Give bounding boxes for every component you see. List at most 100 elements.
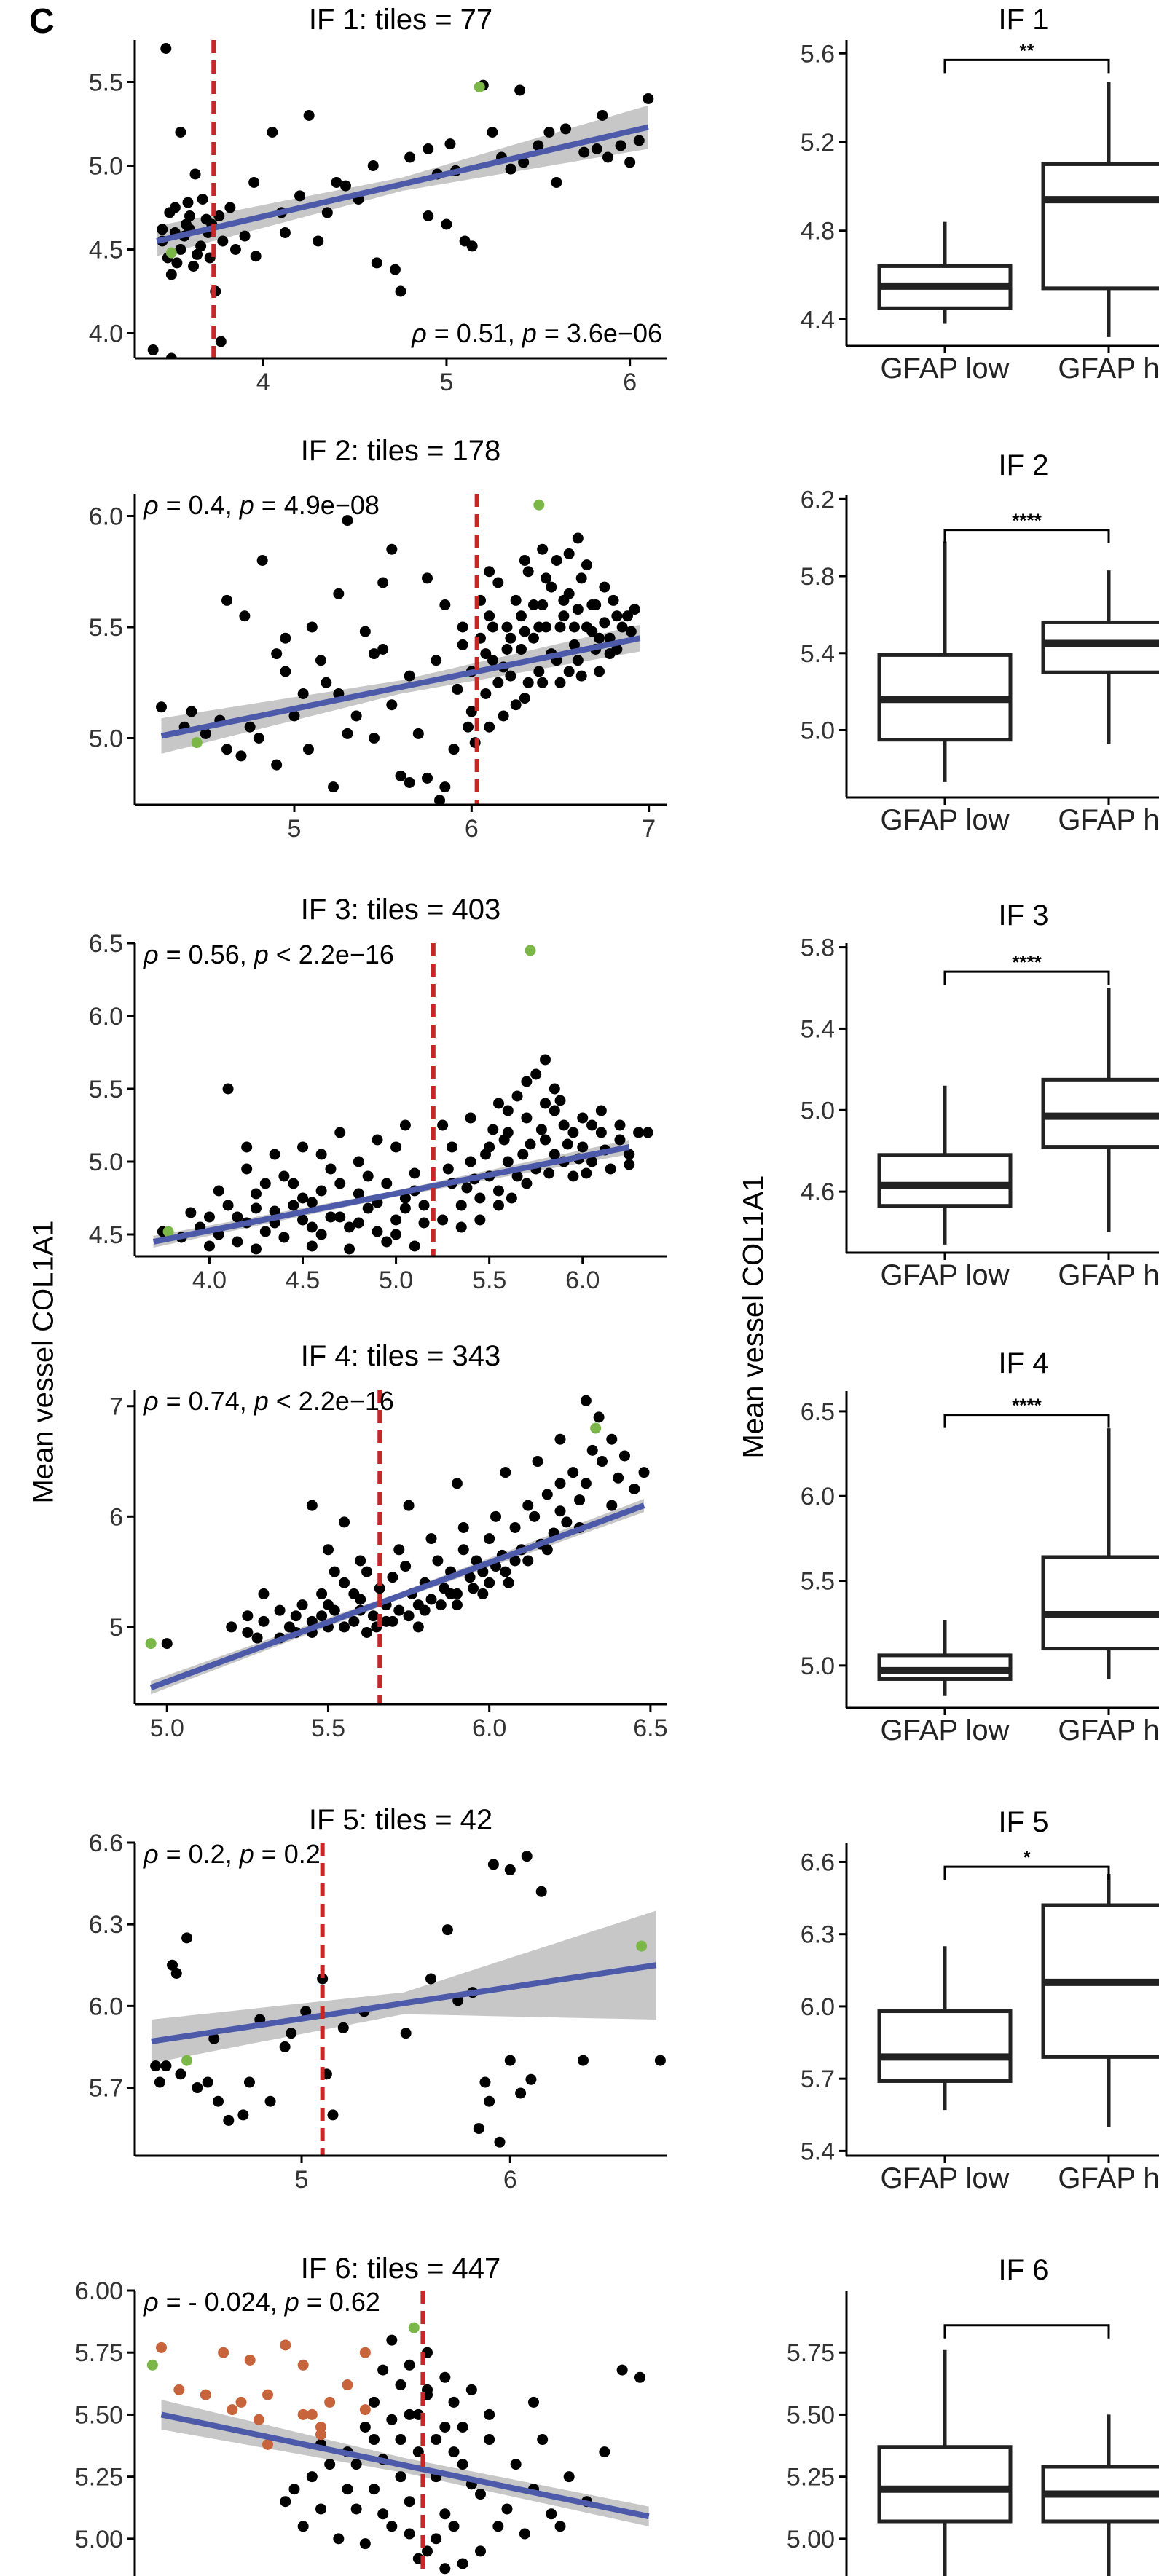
data-point <box>297 1192 309 1204</box>
data-point <box>302 744 314 755</box>
box-iqr <box>1041 162 1159 291</box>
data-point <box>574 1494 586 1506</box>
data-point <box>577 1112 589 1124</box>
box-gfap-high: GFAP h <box>1041 1874 1159 2194</box>
plot-title: IF 1: tiles = 77 <box>309 4 492 36</box>
orange-data-point <box>227 2404 238 2416</box>
stat-annotation-part: = 0.2 <box>254 1839 321 1869</box>
data-point <box>250 1202 262 1214</box>
x-tick-label: 6.0 <box>565 1267 600 1294</box>
data-point <box>509 1521 521 1533</box>
data-point <box>315 1229 327 1240</box>
data-point <box>271 759 283 771</box>
y-tick-label: 6.3 <box>89 1911 123 1939</box>
data-point <box>624 1159 635 1170</box>
data-point <box>624 1149 635 1160</box>
y-tick-label: 4.0 <box>89 320 123 348</box>
data-point <box>350 710 362 722</box>
data-point <box>474 1214 486 1226</box>
data-point <box>348 1615 360 1627</box>
significance-stars: **** <box>1012 1395 1042 1417</box>
boxplot-title: IF 5 <box>999 1806 1049 1838</box>
plot-title: IF 2: tiles = 178 <box>301 435 501 467</box>
stat-annotation-part: p <box>522 318 537 348</box>
y-tick-label: 6.0 <box>89 503 123 531</box>
data-point <box>494 2136 506 2148</box>
data-point <box>597 110 608 121</box>
data-point <box>455 1200 467 1211</box>
data-point <box>465 1156 476 1167</box>
significance-bracket <box>943 2324 1110 2339</box>
data-point <box>446 1141 457 1153</box>
orange-data-point <box>253 2414 264 2425</box>
data-point <box>586 626 598 637</box>
data-point <box>537 543 549 555</box>
x-tick-label: GFAP low <box>880 804 1009 836</box>
data-point <box>344 1221 355 1233</box>
data-point <box>551 555 562 566</box>
data-point <box>328 781 339 793</box>
data-point <box>294 190 306 202</box>
green-data-point <box>525 945 536 956</box>
data-point <box>543 127 555 138</box>
data-point <box>515 644 527 655</box>
data-point <box>558 1119 570 1131</box>
data-point <box>532 1456 543 1468</box>
data-point <box>457 621 468 633</box>
orange-data-point <box>218 2347 229 2358</box>
regression-line <box>160 635 641 739</box>
data-point <box>633 135 645 146</box>
data-point <box>280 632 291 644</box>
regression-line <box>151 1962 657 2044</box>
data-point <box>448 2396 460 2408</box>
data-point <box>533 140 544 151</box>
significance-stars: **** <box>1012 510 1042 532</box>
data-point <box>606 1500 618 1511</box>
data-point <box>487 127 498 138</box>
stat-annotation: ρ = 0.56, p < 2.2e−16 <box>143 940 394 969</box>
data-point <box>306 2471 318 2483</box>
data-point <box>241 1141 253 1153</box>
data-point <box>337 2022 349 2033</box>
data-point <box>403 1610 415 1622</box>
data-point <box>223 2114 235 2126</box>
data-point <box>250 251 262 262</box>
data-point <box>189 168 201 180</box>
y-tick-label: 5.0 <box>89 153 123 181</box>
x-tick-label: 6.0 <box>472 1714 506 1742</box>
data-point <box>355 1555 366 1567</box>
data-point <box>256 555 268 566</box>
data-point <box>541 1489 553 1500</box>
data-point <box>567 1127 579 1138</box>
data-point <box>239 610 251 622</box>
data-point <box>448 2446 460 2458</box>
y-tick-label: 5.0 <box>801 1097 835 1124</box>
data-point <box>175 2068 186 2080</box>
data-point <box>350 2459 362 2470</box>
data-point <box>244 721 256 733</box>
data-point <box>418 1200 430 1211</box>
significance-bracket <box>943 970 1110 985</box>
data-point <box>403 1500 415 1511</box>
data-point <box>500 1566 511 1577</box>
stat-annotation: ρ = 0.2, p = 0.2 <box>143 1839 321 1869</box>
y-tick-label: 4.5 <box>89 1221 123 1249</box>
stat-annotation: ρ = 0.4, p = 4.9e−08 <box>143 490 380 520</box>
data-point <box>484 1533 495 1545</box>
orange-data-point <box>262 2438 273 2450</box>
data-point <box>487 1124 499 1135</box>
y-tick-label: 5.8 <box>801 563 835 591</box>
data-point <box>521 1178 533 1189</box>
data-point <box>586 1156 598 1167</box>
data-point <box>606 1433 618 1445</box>
scatter-sc6: IF 6: tiles = 447 5.00 5.25 5.50 5.75 6.00 ρ =… <box>75 2253 650 2576</box>
data-point <box>643 93 654 104</box>
data-point <box>477 1588 489 1599</box>
data-point <box>303 110 315 121</box>
scatter-sc4: IF 4: tiles = 343 5 6 7 5.0 5.5 6.0 6.5 ρ = 0.74… <box>109 1340 667 1742</box>
x-tick-label: GFAP low <box>880 352 1009 385</box>
data-point <box>498 1134 510 1146</box>
data-point <box>492 1200 504 1211</box>
box-gfap-low: GFAP low <box>877 1946 1013 2194</box>
data-point <box>591 143 602 154</box>
